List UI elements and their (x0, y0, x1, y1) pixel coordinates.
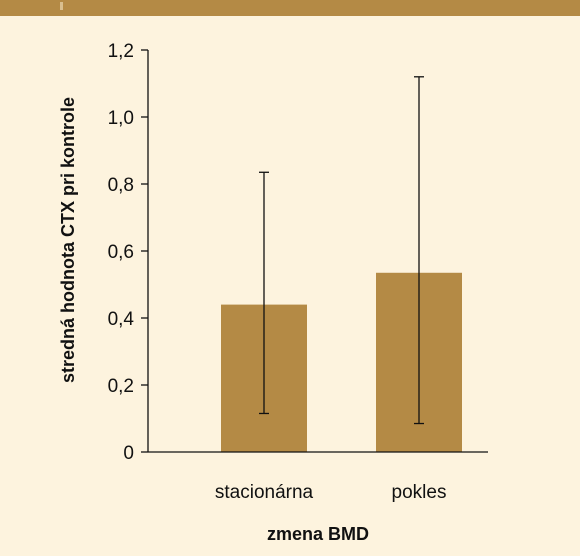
y-tick-label: 1,2 (108, 41, 134, 62)
x-axis-title: zmena BMD (267, 524, 369, 544)
header-band (0, 0, 580, 16)
x-category-label: stacionárna (215, 482, 314, 503)
y-tick-label: 0,6 (108, 242, 134, 263)
header-band-mark (60, 2, 63, 10)
y-tick-label: 0,2 (108, 376, 134, 397)
x-axis-tick-labels: stacionárna pokles (215, 482, 447, 503)
bars (221, 272, 462, 452)
y-tick-label: 0 (123, 443, 134, 464)
y-tick-label: 1,0 (108, 108, 134, 129)
y-tick-label: 0,8 (108, 175, 134, 196)
y-axis-title: stredná hodnota CTX pri kontrole (58, 97, 78, 383)
x-category-label: pokles (392, 482, 447, 503)
error-bars (259, 76, 424, 425)
y-tick-label: 0,4 (108, 309, 135, 330)
y-axis-ticks: 0 0,2 0,4 0,6 0,8 1,0 1,2 (108, 41, 148, 464)
